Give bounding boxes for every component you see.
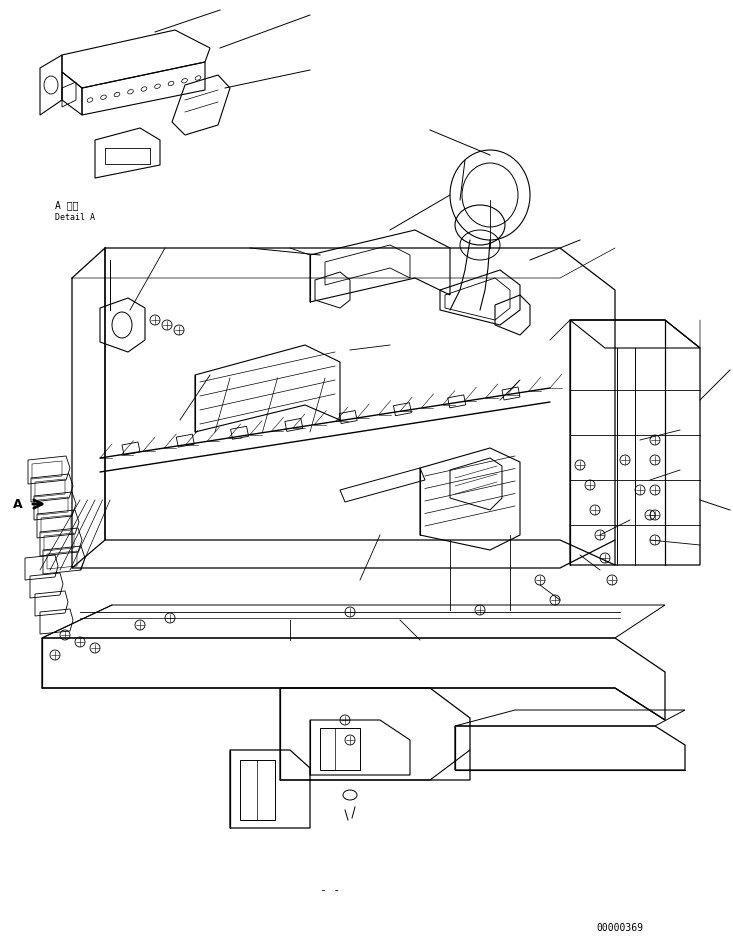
Text: - -: - - (320, 885, 340, 895)
Text: Detail A: Detail A (55, 213, 95, 222)
Text: A 詳細: A 詳細 (55, 200, 78, 210)
Bar (105, 148, 150, 164)
Text: A: A (13, 498, 23, 511)
Text: 00000369: 00000369 (597, 923, 644, 933)
